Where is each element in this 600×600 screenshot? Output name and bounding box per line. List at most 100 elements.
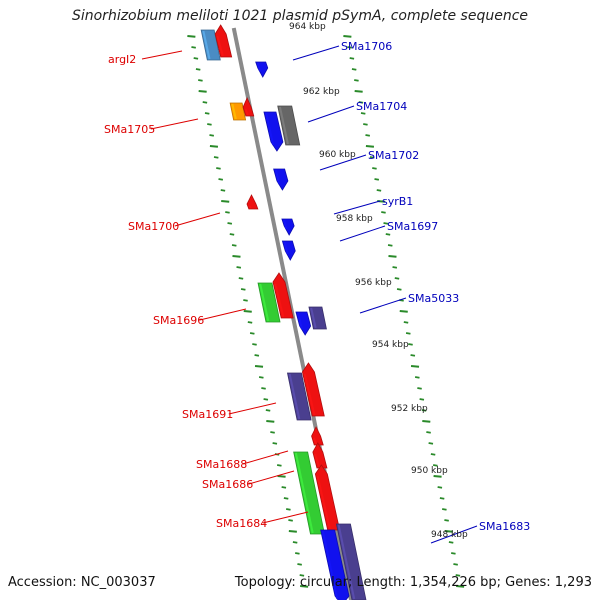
- tick-mark: [231, 244, 237, 247]
- gene-SMa1683-purple: [335, 523, 367, 600]
- tick-mark: [191, 46, 196, 49]
- scale-label: 964 kbp: [289, 22, 326, 32]
- gene-labels: argI2 SMa1705 SMa1700 SMa1696 SMa1691 SMa1688…: [104, 40, 530, 544]
- scale-label: 950 kbp: [411, 466, 448, 476]
- gene-block-highlight: [316, 475, 331, 530]
- gene-block-body: [257, 282, 281, 323]
- tick-mark: [405, 332, 411, 335]
- gene-label-SMa1705: SMa1705: [104, 123, 155, 136]
- tick-mark: [456, 585, 465, 588]
- tick-mark: [403, 321, 409, 324]
- gene-block-highlight: [248, 205, 252, 209]
- tick-mark: [207, 123, 212, 126]
- gene-SMa1688: [311, 426, 324, 446]
- gene-label-SMa1704: SMa1704: [356, 100, 407, 113]
- gene-leader-line: [228, 402, 277, 415]
- tick-mark: [396, 288, 402, 291]
- gene-SMa1696: [272, 272, 294, 319]
- tick-mark: [437, 486, 443, 489]
- gene-block-body: [272, 272, 294, 319]
- gene-label-SMa1700: SMa1700: [128, 220, 179, 233]
- gene-leader-line: [141, 50, 183, 60]
- tick-mark: [240, 288, 246, 291]
- gene-label-SMa1683: SMa1683: [479, 520, 530, 533]
- gene-SMa1697: [281, 240, 296, 261]
- gene-block-highlight: [294, 452, 314, 534]
- gene-leader-line: [333, 200, 381, 215]
- tick-mark: [453, 563, 458, 566]
- tick-mark: [381, 211, 386, 214]
- gene-SMa1705: [229, 102, 247, 121]
- tick-mark: [283, 497, 289, 500]
- gene-block-body: [214, 24, 233, 58]
- tick-mark: [225, 211, 230, 214]
- gene-SMa1706: [255, 61, 269, 78]
- tick-mark: [243, 310, 252, 313]
- tick-mark: [198, 79, 203, 82]
- tick-mark: [209, 134, 215, 137]
- gene-block-highlight: [310, 307, 317, 329]
- tick-mark: [422, 420, 431, 423]
- tick-mark: [243, 299, 248, 302]
- gene-label-syrB1: syrB1: [382, 195, 413, 208]
- tick-mark: [272, 442, 278, 445]
- tick-mark: [421, 409, 427, 412]
- tick-mark: [419, 398, 425, 401]
- tick-mark: [238, 277, 244, 280]
- tick-mark: [444, 519, 449, 522]
- gene-SMa1704-gray: [277, 105, 301, 146]
- tick-mark: [392, 266, 398, 269]
- tick-mark: [220, 189, 226, 192]
- gene-label-SMa1684: SMa1684: [216, 517, 267, 530]
- gene-block-body: [311, 426, 324, 446]
- tick-mark: [347, 46, 352, 49]
- gene-SMa1705-2: [242, 97, 255, 117]
- gene-block-body: [200, 29, 221, 61]
- gene-block-body: [277, 105, 301, 146]
- gene-block-highlight: [256, 62, 261, 72]
- tick-mark: [299, 574, 305, 577]
- gene-block-highlight: [216, 35, 224, 57]
- tick-mark: [455, 574, 461, 577]
- gene-leader-line: [174, 212, 221, 227]
- tick-mark: [265, 409, 271, 412]
- gene-label-SMa1706: SMa1706: [341, 40, 392, 53]
- tick-mark: [266, 420, 275, 423]
- gene-label-SMa1688: SMa1688: [196, 458, 247, 471]
- gene-block-highlight: [283, 241, 289, 255]
- tick-mark: [372, 167, 377, 170]
- gene-block-body: [335, 523, 367, 600]
- gene-block-body: [320, 529, 350, 600]
- tick-mark: [221, 200, 230, 203]
- tick-mark: [448, 541, 454, 544]
- gene-SMa1691-purple: [286, 372, 312, 421]
- gene-block-body: [286, 372, 312, 421]
- gene-block-highlight: [283, 219, 288, 230]
- tick-mark: [263, 398, 269, 401]
- tick-mark: [351, 68, 357, 71]
- tick-mark: [408, 343, 413, 346]
- gene-block-body: [308, 306, 327, 330]
- tick-mark: [218, 178, 224, 181]
- tick-mark: [441, 508, 447, 511]
- accession-text: Accession: NC_003037: [8, 575, 156, 590]
- gene-SMa1696-green: [257, 282, 281, 323]
- tick-mark: [292, 541, 298, 544]
- gene-SMa5033: [295, 311, 312, 336]
- tick-mark: [387, 244, 393, 247]
- tick-mark: [209, 145, 219, 148]
- gene-argI2-part: [200, 29, 221, 61]
- tick-mark: [358, 101, 364, 104]
- gene-block-highlight: [278, 106, 289, 145]
- scale-label: 960 kbp: [319, 150, 356, 160]
- tick-mark: [388, 255, 397, 258]
- tick-mark: [394, 277, 400, 280]
- gene-leader-line: [430, 525, 478, 544]
- tick-mark: [288, 519, 293, 522]
- scale-label: 952 kbp: [391, 404, 428, 414]
- tick-mark: [354, 79, 359, 82]
- gene-block-body: [302, 362, 325, 417]
- tick-mark: [270, 431, 275, 434]
